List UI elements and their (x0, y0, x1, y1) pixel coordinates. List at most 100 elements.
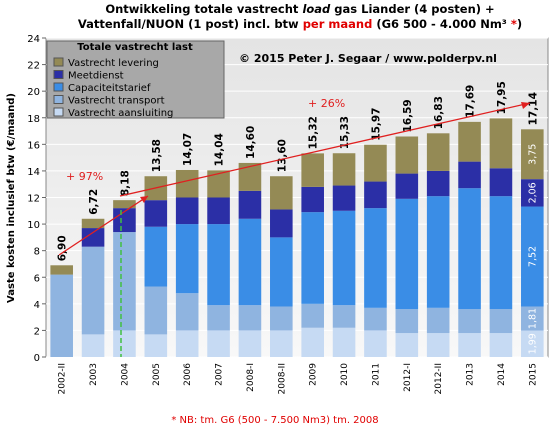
value-label: 3,75 (527, 144, 538, 165)
legend-swatch (53, 57, 64, 67)
title-part: Ontwikkeling totale vastrecht (105, 2, 302, 16)
bar-segment (144, 286, 168, 335)
credit: © 2015 Peter J. Segaar / www.polderpv.nl (239, 52, 497, 65)
bar-segment (395, 136, 419, 174)
bar-segment (238, 162, 262, 191)
total-label: 15,32 (308, 116, 320, 149)
legend-swatch (53, 70, 64, 79)
title-part: (G6 500 - 4.000 Nm³ (372, 17, 511, 31)
value-label: 2,06 (527, 182, 538, 203)
footnote: * NB: tm. G6 (500 - 7.500 Nm3) tm. 2008 (171, 415, 378, 426)
bar-segment (270, 306, 293, 331)
bar-segment (521, 330, 544, 357)
x-tick-label: 2004 (120, 363, 130, 386)
bar-segment (238, 330, 262, 357)
total-label: 13,60 (276, 139, 288, 172)
bar-segment (175, 169, 199, 198)
bar-segment (458, 188, 481, 310)
legend-swatch (53, 95, 64, 104)
value-label: 1,99 (527, 333, 538, 354)
bar-segment (364, 144, 387, 182)
bar-segment (270, 209, 293, 238)
title-part: Vattenfall/NUON (1 post) incl. btw (78, 17, 303, 31)
bar-segment (81, 334, 105, 357)
x-tick-label: 2003 (89, 363, 99, 386)
y-tick-label: 22 (27, 61, 40, 72)
y-tick-label: 12 (27, 194, 40, 205)
bar-segment (175, 293, 199, 331)
bar-segment (238, 305, 262, 331)
annotation: + 26% (308, 97, 345, 110)
legend-label: Meetdienst (68, 71, 124, 82)
x-tick-label: 2005 (152, 363, 162, 386)
y-tick-label: 8 (34, 247, 40, 258)
bar-segment (395, 309, 419, 334)
bar-segment (207, 224, 230, 306)
bar-segment (332, 305, 356, 328)
bar-segment (175, 224, 199, 294)
bar-segment (301, 153, 324, 187)
bar-segment (395, 173, 419, 199)
bar-segment (175, 330, 199, 357)
x-tick-label: 2013 (466, 363, 476, 386)
value-label: 7,52 (527, 246, 538, 267)
bar-segment (426, 170, 450, 197)
x-tick-label: 2015 (528, 363, 538, 386)
x-tick-label: 2011 (371, 363, 381, 386)
bar-segment (489, 309, 513, 334)
bar-segment (238, 190, 262, 219)
bar-segment (426, 333, 450, 357)
bar-segment (301, 327, 324, 357)
value-label: 1,81 (527, 308, 538, 329)
bar-segment (207, 197, 230, 225)
bar-segment (364, 330, 387, 357)
total-label: 6,90 (57, 235, 69, 261)
legend-title: Totale vastrecht last (77, 42, 193, 53)
bar-segment (207, 330, 230, 357)
bar-segment (521, 179, 544, 207)
bar-segment (426, 307, 450, 334)
legend-box (46, 40, 225, 119)
bar-segment (207, 170, 230, 198)
bar-segment (81, 228, 105, 247)
bar-segment (332, 153, 356, 186)
x-tick-label: 2010 (340, 363, 350, 386)
bar-segment (364, 208, 387, 308)
title-line: Vattenfall/NUON (1 post) incl. btw per m… (78, 17, 522, 31)
legend-label: Vastrecht aansluiting (68, 108, 173, 119)
bar-segment (270, 176, 293, 210)
bar-segment (270, 237, 293, 307)
bar-segment (113, 208, 136, 233)
bar-segment (395, 333, 419, 357)
title-part: load (302, 2, 331, 16)
bar-segment (270, 330, 293, 357)
bar-segment (364, 307, 387, 331)
bar-segment (489, 168, 513, 197)
y-tick-label: 18 (27, 114, 40, 125)
bar-segment (458, 121, 481, 162)
bar-segment (301, 212, 324, 304)
total-label: 17,69 (465, 85, 477, 118)
total-label: 17,95 (496, 81, 508, 114)
bar-segment (207, 305, 230, 331)
x-tick-label: 2007 (215, 363, 225, 386)
legend-swatch (53, 82, 64, 92)
bar-segment (301, 186, 324, 213)
total-label: 14,04 (214, 133, 226, 166)
arrow-head (140, 196, 148, 203)
title-part: * (511, 17, 517, 31)
x-tick-label: 2002-II (58, 363, 68, 394)
bar-segment (489, 118, 513, 169)
total-label: 15,97 (370, 108, 382, 141)
bar-segment (332, 327, 356, 357)
bar-segment (521, 306, 544, 331)
y-tick-label: 2 (34, 326, 40, 337)
arrow (119, 102, 531, 197)
total-label: 16,59 (402, 99, 414, 132)
bar-segment (50, 265, 73, 275)
y-tick-label: 20 (27, 87, 40, 98)
bar-segment (81, 218, 105, 229)
total-label: 13,58 (151, 139, 163, 172)
y-tick-label: 0 (34, 353, 40, 364)
